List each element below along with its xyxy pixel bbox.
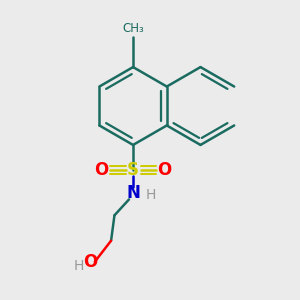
Text: N: N (126, 184, 140, 202)
Text: O: O (82, 253, 97, 271)
Text: S: S (127, 161, 139, 179)
Text: CH₃: CH₃ (122, 22, 144, 35)
Text: O: O (158, 161, 172, 179)
Text: H: H (146, 188, 156, 202)
Text: O: O (94, 161, 109, 179)
Text: H: H (74, 259, 85, 273)
